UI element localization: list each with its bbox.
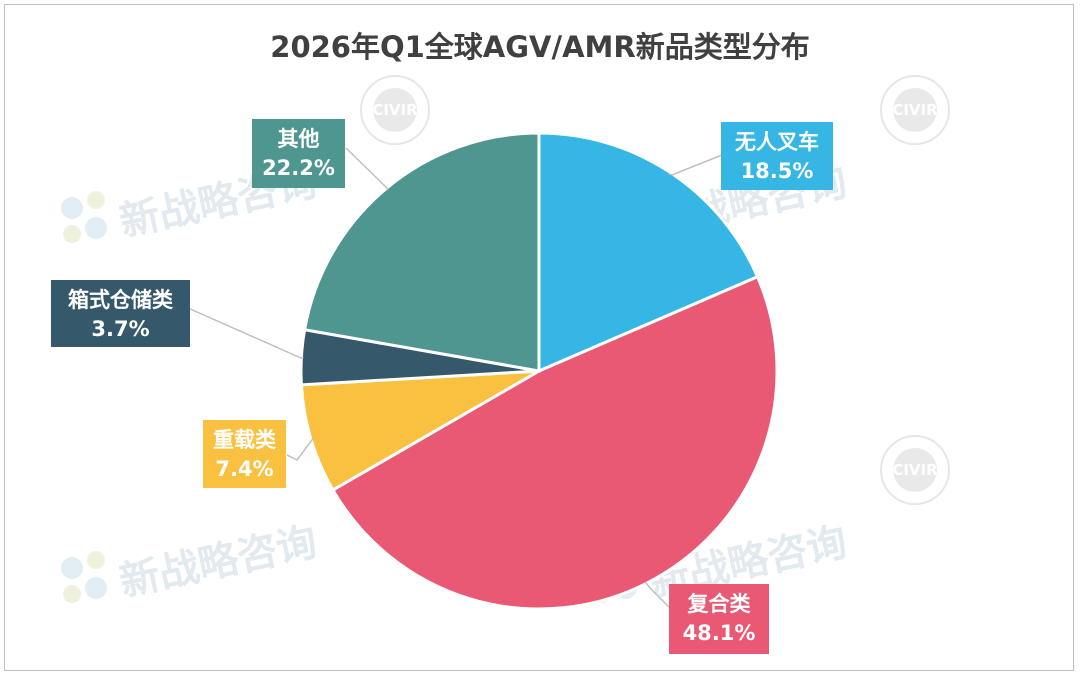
watermark-seal: CIVIR [880, 435, 950, 505]
watermark-seal: CIVIR [880, 75, 950, 145]
leader-lines [187, 147, 723, 611]
data-label-4: 箱式仓储类 3.7% [51, 280, 190, 347]
leader-line-2 [644, 581, 673, 611]
slice-label: 复合类 [687, 592, 752, 616]
data-label-box [669, 584, 769, 654]
slice-value-label: 7.4% [215, 457, 273, 481]
slice-value-label: 22.2% [262, 156, 335, 180]
data-label-5: 其他 22.2% [252, 119, 345, 188]
watermark-seal: CIVIR [360, 75, 430, 145]
slice-label: 无人叉车 [735, 130, 819, 154]
data-label-3: 重载类 7.4% [203, 420, 286, 488]
slice-label: 箱式仓储类 [68, 288, 174, 312]
watermark-seal-text: CIVIR [892, 461, 938, 479]
data-label-box [252, 119, 345, 188]
slice-label: 其他 [278, 127, 320, 151]
watermark-seal-text: CIVIR [372, 101, 418, 119]
slice-value-label: 18.5% [741, 159, 814, 183]
watermark-seal-text: CIVIR [892, 101, 938, 119]
leader-line-4 [187, 307, 304, 359]
data-label-box [51, 280, 190, 347]
slice-value-label: 48.1% [683, 621, 756, 645]
data-label-box [721, 122, 833, 190]
data-label-2: 复合类 48.1% [669, 584, 769, 654]
leader-line-5 [345, 147, 389, 191]
pie-slice-3 [299, 369, 540, 493]
chart-title: 2026年Q1全球AGV/AMR新品类型分布 [270, 30, 810, 64]
pie-slice-5 [302, 131, 541, 373]
leader-line-3 [286, 438, 314, 461]
pie-slice-1 [537, 131, 760, 374]
slice-value-label: 3.7% [91, 317, 149, 341]
data-label-1: 无人叉车 18.5% [721, 122, 833, 190]
watermark-text: 新战略咨询 [116, 519, 321, 606]
watermark: 新战略咨询 [61, 519, 321, 606]
pie-slices [299, 131, 779, 611]
slice-label: 重载类 [213, 428, 277, 452]
data-label-box [203, 420, 286, 488]
data-labels: 无人叉车 18.5% 复合类 48.1% 重载类 7.4% 箱式仓储类 3.7% 其他 22.2% [51, 119, 833, 654]
leader-line-1 [668, 154, 723, 176]
